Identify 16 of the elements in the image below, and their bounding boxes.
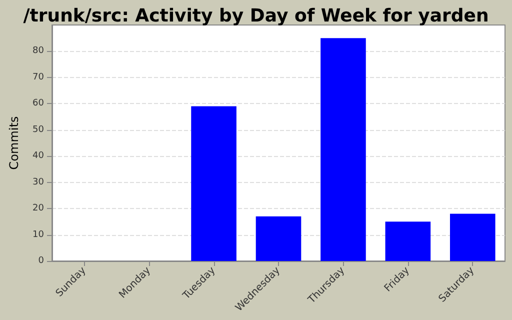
bar xyxy=(191,106,236,261)
chart-title: /trunk/src: Activity by Day of Week for yarden xyxy=(23,6,489,26)
y-tick-label: 10 xyxy=(32,230,44,240)
bar xyxy=(385,222,431,261)
y-tick-label: 60 xyxy=(32,98,44,109)
bar xyxy=(256,216,302,261)
y-tick-label: 80 xyxy=(32,46,44,56)
y-tick-label: 20 xyxy=(32,204,44,214)
y-tick-label: 50 xyxy=(32,124,44,135)
y-tick-label: 30 xyxy=(32,177,44,188)
y-tick-label: 40 xyxy=(32,151,44,162)
y-axis-title: Commits xyxy=(7,116,21,170)
y-tick-label: 0 xyxy=(38,256,44,266)
bar xyxy=(320,38,366,261)
y-tick-label: 70 xyxy=(32,72,44,82)
bar xyxy=(450,214,496,261)
